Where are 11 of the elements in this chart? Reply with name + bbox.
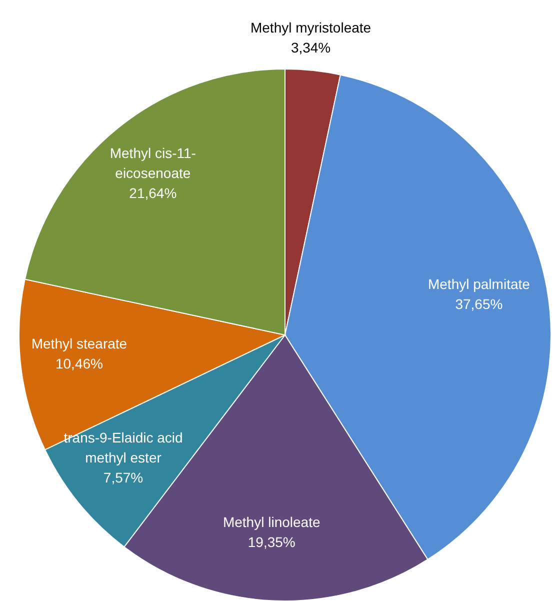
data-label: 21,64% (129, 184, 177, 201)
slice-label: Methyl stearate (31, 336, 128, 352)
data-label: 7,57% (103, 470, 144, 486)
data-label: 19,35% (248, 534, 296, 550)
slice-label: Methyl palmitate (428, 276, 530, 292)
slice-label: Methyl cis-11-eicosenoate (110, 144, 196, 181)
data-label: 10,46% (55, 356, 103, 372)
data-label: 37,65% (455, 296, 503, 312)
slice-label: Methyl myristoleate (250, 20, 372, 36)
data-label: 3,34% (290, 40, 331, 56)
slice-label: Methyl linoleate (222, 514, 320, 530)
